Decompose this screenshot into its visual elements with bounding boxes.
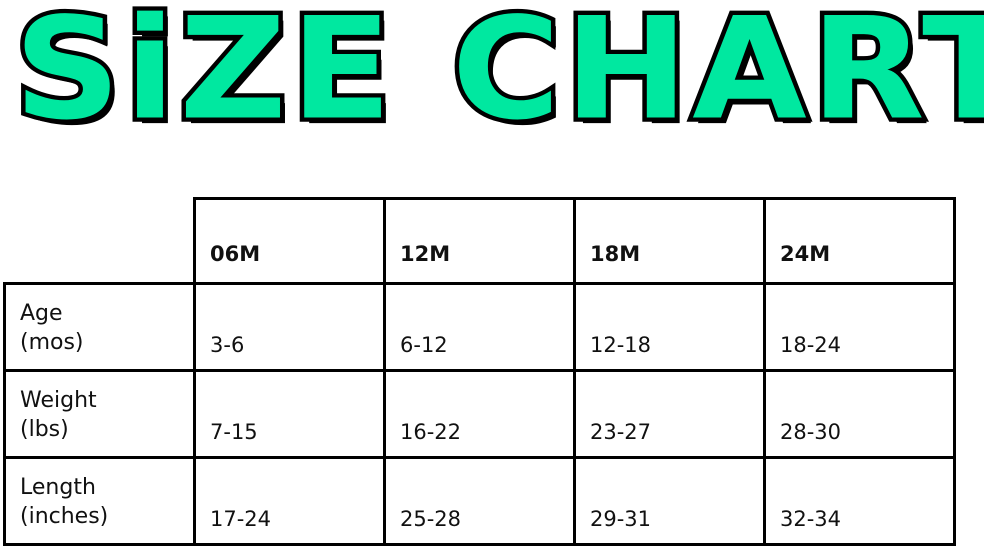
table-row: Weight (lbs) 7-15 16-22 23-27 28-30 [3,369,956,459]
table-cell: 23-27 [573,369,766,459]
title-word-size: SiZE [10,0,397,151]
table-cell: 28-30 [763,369,956,459]
table-row: Age (mos) 3-6 6-12 12-18 18-24 [3,282,956,372]
table-cell: 12-18 [573,282,766,372]
table-cell: 25-28 [383,456,576,546]
table-cell: 29-31 [573,456,766,546]
table-cell: 7-15 [193,369,386,459]
table-cell: 32-34 [763,456,956,546]
row-header: Weight (lbs) [3,369,196,459]
table-row: Length (inches) 17-24 25-28 29-31 32-34 [3,456,956,546]
title-word-chart: CHART [447,0,984,151]
table-cell: 17-24 [193,456,386,546]
column-header: 06M [193,197,386,285]
page-title: SiZE CHART [10,0,984,145]
column-header: 12M [383,197,576,285]
column-header: 24M [763,197,956,285]
corner-cell [4,198,196,285]
column-header: 18M [573,197,766,285]
table-cell: 18-24 [763,282,956,372]
table-header-row: 06M 12M 18M 24M [4,197,956,285]
row-header: Length (inches) [3,456,196,546]
table-cell: 16-22 [383,369,576,459]
table-cell: 6-12 [383,282,576,372]
size-chart-table: 06M 12M 18M 24M Age (mos) 3-6 6-12 12-18 … [3,197,956,546]
row-header: Age (mos) [3,282,196,372]
table-cell: 3-6 [193,282,386,372]
